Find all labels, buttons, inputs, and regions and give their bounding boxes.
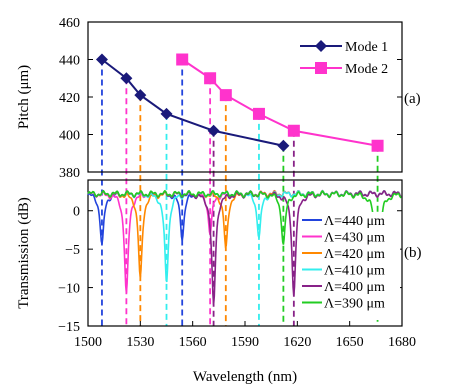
- y-tick-label: 0: [73, 205, 80, 220]
- legend-label: Λ=440 μm: [324, 214, 385, 229]
- data-point: [371, 139, 384, 152]
- legend-marker: [315, 40, 327, 52]
- data-point: [134, 89, 147, 102]
- panel-a: 380 400 420 440 460 Pitch (μm) Mode 1 Mode 2 (a): [16, 16, 421, 181]
- data-point: [160, 107, 173, 120]
- data-point: [207, 124, 220, 137]
- y-axis-label: Transmission (dB): [16, 197, 32, 309]
- data-point: [95, 53, 108, 66]
- spectrum-line: [87, 189, 402, 306]
- y-tick-label: −15: [58, 320, 80, 335]
- data-point: [277, 139, 290, 152]
- y-tick-label: −5: [65, 243, 80, 258]
- panel-label-b: (b): [404, 245, 422, 261]
- y-tick-label: −10: [58, 282, 80, 297]
- y-tick-label: 460: [59, 16, 80, 31]
- y-tick-label: 400: [59, 129, 80, 144]
- data-point: [219, 89, 232, 102]
- panel-label-a: (a): [404, 91, 421, 107]
- x-tick-label: 1680: [388, 335, 416, 350]
- series-line: [101, 58, 284, 147]
- legend-marker: [315, 62, 327, 74]
- x-tick-label: 1530: [126, 335, 154, 350]
- data-point: [120, 72, 133, 85]
- x-tick-label: 1590: [231, 335, 259, 350]
- x-tick-label: 1500: [74, 335, 102, 350]
- y-axis-label: Pitch (μm): [16, 65, 32, 129]
- x-tick-label: 1620: [283, 335, 311, 350]
- data-point: [252, 107, 265, 120]
- y-tick-label: 420: [59, 91, 80, 106]
- data-point: [176, 53, 189, 66]
- panel-b: −15 −10 −5 0 1500 1530 1560 1590 1620 1650 1680 Wav…: [16, 179, 422, 385]
- legend-label: Mode 1: [345, 40, 388, 55]
- legend-label: Λ=410 μm: [324, 264, 385, 279]
- legend-label: Λ=390 μm: [324, 297, 385, 312]
- legend-label: Λ=420 μm: [324, 247, 385, 262]
- x-tick-label: 1560: [179, 335, 207, 350]
- data-point: [287, 124, 300, 137]
- legend-label: Λ=430 μm: [324, 231, 385, 246]
- legend-label: Mode 2: [345, 62, 388, 77]
- data-point: [204, 72, 217, 85]
- y-tick-label: 440: [59, 54, 80, 69]
- x-axis-label: Wavelength (nm): [193, 369, 297, 385]
- x-tick-label: 1650: [336, 335, 364, 350]
- legend-label: Λ=400 μm: [324, 280, 385, 295]
- y-tick-label: 380: [59, 166, 80, 181]
